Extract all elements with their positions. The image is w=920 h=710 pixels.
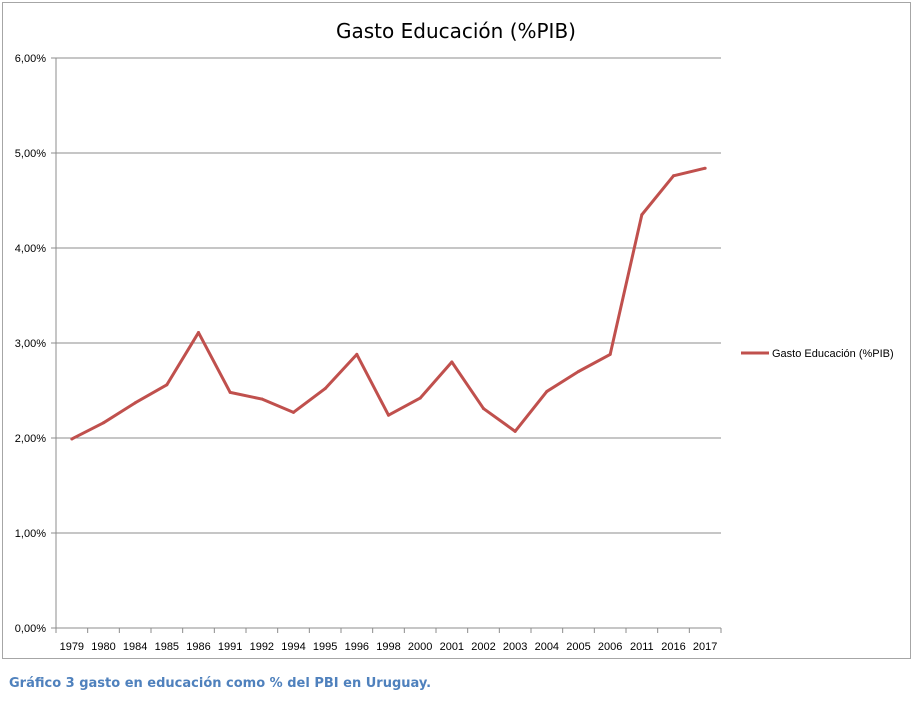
x-tick-label: 1992: [250, 641, 274, 653]
data-point: [355, 352, 359, 356]
x-tick-label: 1996: [345, 641, 369, 653]
y-tick-label: 3,00%: [15, 338, 46, 350]
data-point: [450, 360, 454, 364]
y-tick-label: 1,00%: [15, 528, 46, 540]
x-tick-label: 2005: [566, 641, 590, 653]
data-point: [292, 410, 295, 414]
data-point: [197, 331, 200, 335]
x-tick-label: 1995: [313, 641, 337, 653]
y-tick-label: 4,00%: [15, 243, 46, 255]
x-tick-label: 1986: [186, 641, 210, 653]
x-tick-label: 1984: [123, 641, 147, 653]
y-axis-tick-labels: 0,00% 1,00% 2,00% 3,00% 4,00% 5,00% 6,00%: [15, 53, 46, 635]
data-point: [482, 407, 485, 411]
legend-label: Gasto Educación (%PIB): [772, 348, 894, 360]
data-point: [418, 396, 422, 400]
data-point: [323, 387, 327, 391]
data-point: [703, 166, 707, 170]
x-tick-label: 2004: [535, 641, 559, 653]
x-tick-label: 2000: [408, 641, 432, 653]
x-tick-label: 2017: [693, 641, 717, 653]
chart-title: Gasto Educación (%PIB): [336, 19, 576, 43]
y-tick-label: 0,00%: [15, 623, 46, 635]
y-tick-label: 6,00%: [15, 53, 46, 65]
x-tick-label: 2011: [630, 641, 654, 653]
x-tick-label: 1979: [60, 641, 84, 653]
data-point: [133, 401, 137, 405]
data-point: [608, 352, 612, 356]
data-point: [672, 174, 675, 178]
x-tick-label: 1991: [218, 641, 242, 653]
x-tick-label: 2003: [503, 641, 527, 653]
y-tick-label: 2,00%: [15, 433, 46, 445]
data-point: [545, 389, 549, 393]
x-tick-label: 1998: [376, 641, 400, 653]
line-chart: Gasto Educación (%PIB) 0,00% 1,00% 2,00% 3,…: [15, 19, 894, 653]
x-tick-label: 2006: [598, 641, 622, 653]
grid-lines: [51, 57, 722, 633]
data-point: [70, 437, 74, 441]
x-tick-label: 1980: [91, 641, 115, 653]
x-tick-label: 1985: [155, 641, 179, 653]
data-point: [387, 413, 390, 417]
data-point: [260, 397, 264, 401]
x-tick-label: 1994: [281, 641, 305, 653]
series-line: [71, 166, 706, 441]
y-tick-label: 5,00%: [15, 148, 46, 160]
x-tick-label: 2016: [661, 641, 685, 653]
x-tick-label: 2001: [440, 641, 464, 653]
data-point: [513, 429, 517, 433]
data-point: [640, 213, 644, 217]
data-point: [228, 390, 232, 394]
legend: Gasto Educación (%PIB): [741, 348, 894, 360]
chart-frame: Gasto Educación (%PIB) 0,00% 1,00% 2,00% 3,…: [2, 2, 911, 659]
series-layer: [70, 166, 707, 441]
data-point: [102, 421, 105, 425]
x-axis-tick-labels: 1979 1980 1984 1985 1986 1991 1992 1994 1995 1996…: [60, 641, 718, 653]
data-point: [577, 370, 580, 373]
figure-caption: Gráfico 3 gasto en educación como % del …: [9, 676, 432, 691]
data-point: [165, 383, 169, 387]
x-tick-label: 2002: [471, 641, 495, 653]
